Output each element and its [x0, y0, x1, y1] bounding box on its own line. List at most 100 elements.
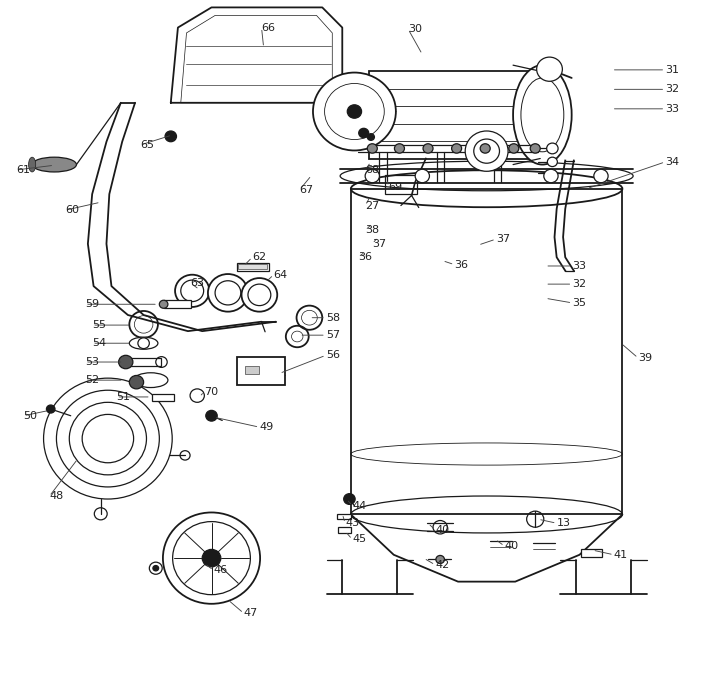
Circle shape: [365, 170, 379, 182]
Text: 37: 37: [496, 234, 510, 244]
Bar: [351, 188, 622, 514]
Circle shape: [313, 73, 396, 151]
Bar: [164, 300, 190, 308]
Text: 68: 68: [365, 165, 379, 175]
Circle shape: [119, 355, 133, 369]
Text: 30: 30: [408, 24, 422, 34]
Circle shape: [546, 143, 558, 154]
Circle shape: [509, 144, 519, 153]
Text: 45: 45: [352, 534, 367, 544]
Circle shape: [205, 411, 217, 421]
Text: 67: 67: [299, 185, 314, 195]
Bar: [236, 357, 285, 385]
Circle shape: [208, 274, 248, 312]
Text: 64: 64: [274, 270, 288, 280]
Circle shape: [163, 512, 260, 604]
Text: 62: 62: [252, 252, 266, 262]
Text: 13: 13: [556, 518, 571, 528]
Circle shape: [344, 494, 355, 504]
Text: 58: 58: [326, 313, 340, 322]
Ellipse shape: [32, 157, 77, 172]
Text: 56: 56: [326, 351, 340, 360]
Circle shape: [543, 170, 558, 182]
Circle shape: [359, 129, 369, 138]
Text: 53: 53: [85, 357, 99, 367]
Circle shape: [452, 144, 462, 153]
Circle shape: [423, 144, 433, 153]
Text: 37: 37: [372, 239, 387, 249]
Text: 39: 39: [638, 353, 652, 363]
Circle shape: [175, 275, 209, 307]
Text: 33: 33: [665, 104, 679, 114]
Circle shape: [202, 549, 221, 567]
Text: 52: 52: [85, 375, 99, 385]
Bar: [337, 513, 351, 519]
Text: 32: 32: [665, 84, 679, 94]
Circle shape: [547, 157, 557, 167]
Text: 63: 63: [190, 278, 204, 288]
Text: 38: 38: [365, 225, 379, 236]
Text: 36: 36: [358, 252, 372, 262]
Text: 46: 46: [213, 565, 228, 575]
Circle shape: [160, 300, 168, 308]
Bar: [385, 175, 417, 194]
Circle shape: [153, 565, 159, 571]
Circle shape: [395, 144, 405, 153]
Circle shape: [347, 105, 362, 118]
Text: 49: 49: [259, 422, 274, 432]
Text: 40: 40: [505, 541, 518, 551]
Text: 42: 42: [435, 560, 450, 570]
Circle shape: [436, 555, 445, 563]
Ellipse shape: [29, 157, 36, 172]
Circle shape: [465, 131, 508, 172]
Ellipse shape: [513, 65, 571, 165]
Text: 51: 51: [117, 392, 130, 402]
Text: 69: 69: [389, 182, 403, 192]
Bar: [369, 71, 541, 159]
Text: 59: 59: [85, 299, 99, 310]
Text: 54: 54: [92, 339, 106, 348]
Text: 27: 27: [365, 201, 379, 211]
Circle shape: [367, 144, 377, 153]
Text: 61: 61: [16, 165, 30, 175]
Text: 35: 35: [572, 298, 586, 308]
Circle shape: [47, 405, 55, 413]
Text: 32: 32: [572, 279, 586, 289]
Bar: [245, 366, 259, 374]
Ellipse shape: [130, 337, 158, 349]
Text: 66: 66: [261, 23, 276, 32]
Bar: [153, 394, 174, 401]
Circle shape: [594, 170, 608, 182]
Text: 70: 70: [204, 386, 218, 396]
Text: 44: 44: [352, 501, 367, 511]
Circle shape: [537, 57, 562, 81]
Text: 55: 55: [92, 320, 106, 330]
Text: 33: 33: [572, 261, 586, 271]
Bar: [581, 548, 602, 557]
Text: 50: 50: [24, 411, 37, 421]
Ellipse shape: [134, 373, 168, 388]
Bar: [236, 262, 268, 271]
Text: 48: 48: [49, 491, 64, 501]
Circle shape: [480, 144, 490, 153]
Text: 36: 36: [455, 260, 468, 270]
Text: 57: 57: [326, 330, 340, 340]
Bar: [238, 264, 267, 269]
Text: 34: 34: [665, 157, 679, 167]
Circle shape: [241, 278, 277, 312]
Text: 31: 31: [665, 65, 679, 75]
Circle shape: [150, 562, 163, 574]
Text: 40: 40: [435, 525, 450, 535]
Circle shape: [415, 170, 430, 182]
Circle shape: [130, 376, 144, 389]
Bar: [126, 358, 162, 366]
Bar: [338, 527, 351, 532]
Text: 65: 65: [140, 140, 154, 150]
Circle shape: [165, 131, 176, 142]
Text: 41: 41: [614, 550, 628, 560]
Circle shape: [531, 144, 541, 153]
Text: 60: 60: [65, 205, 79, 215]
Circle shape: [367, 134, 374, 141]
Text: 47: 47: [243, 608, 258, 618]
Text: 43: 43: [345, 518, 359, 528]
